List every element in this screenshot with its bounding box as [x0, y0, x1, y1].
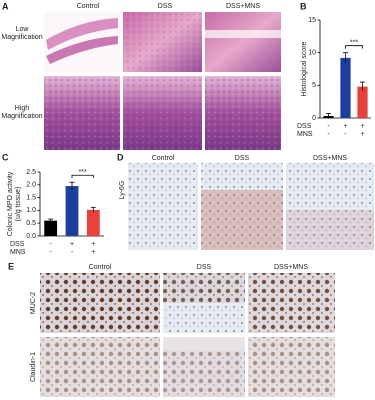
- column-header: DSS+MNS: [226, 3, 260, 10]
- panel-label: D: [117, 152, 124, 162]
- column-header: Control: [77, 3, 100, 10]
- panel-label: B: [300, 1, 307, 11]
- treatment-sign: -: [71, 249, 74, 256]
- y-tick-label: 1.0: [26, 207, 36, 214]
- histology-images: [40, 12, 374, 397]
- treatment-sign: -: [49, 241, 52, 248]
- column-header: DSS: [197, 264, 212, 271]
- treatment-sign: -: [327, 123, 330, 130]
- error-bar: [360, 81, 365, 92]
- treatment-sign: -: [344, 131, 347, 138]
- y-tick-label: 2.5: [26, 169, 36, 176]
- column-header: DSS: [235, 155, 250, 162]
- treatment-sign: -: [327, 131, 330, 138]
- treatment-sign: +: [70, 241, 74, 248]
- error-bar: [90, 206, 96, 213]
- treatment-sign: +: [91, 249, 95, 256]
- y-tick-label: 2.0: [26, 182, 36, 189]
- treatment-name: MNS: [10, 249, 26, 256]
- bar: [86, 209, 100, 236]
- treatment-sign: -: [49, 249, 52, 256]
- column-header: DSS+MNS: [274, 264, 308, 271]
- column-header: Control: [152, 155, 175, 162]
- error-bar: [48, 218, 54, 223]
- significance-bracket: [71, 174, 94, 179]
- panel-label: C: [2, 152, 9, 162]
- y-axis-label: Colonic MPO activity: [7, 171, 14, 236]
- row-label: Claudin-1: [30, 352, 37, 382]
- column-header: DSS+MNS: [313, 155, 347, 162]
- y-axis-label: Histological score: [301, 41, 308, 96]
- bar: [65, 186, 79, 236]
- panel-label: A: [2, 1, 9, 11]
- row-label: Ly-6G: [119, 181, 126, 200]
- treatment-name: DSS: [297, 123, 312, 130]
- bar: [340, 57, 351, 118]
- bar: [44, 220, 58, 236]
- y-tick-label: 1.5: [26, 194, 36, 201]
- significance-bracket: [345, 45, 363, 49]
- treatment-sign: +: [360, 131, 364, 138]
- column-header: DSS: [158, 3, 173, 10]
- treatment-sign: +: [91, 241, 95, 248]
- error-bar: [343, 52, 348, 64]
- row-label: High Magnification: [1, 105, 43, 120]
- y-tick-label: 5: [312, 82, 316, 89]
- treatment-name: DSS: [10, 241, 25, 248]
- y-axis-label: (u/g tissue): [15, 187, 22, 222]
- significance-label: ***: [350, 40, 358, 47]
- row-label: MUC-2: [30, 292, 37, 314]
- panel-label: E: [8, 261, 14, 271]
- y-tick-label: 15: [308, 17, 316, 24]
- y-tick-label: 0.0: [26, 233, 36, 240]
- y-tick-label: 10: [308, 50, 316, 57]
- bar: [357, 86, 368, 118]
- y-tick-label: 0: [312, 115, 316, 122]
- treatment-sign: +: [343, 123, 347, 130]
- significance-label: ***: [79, 169, 87, 176]
- error-bar: [69, 181, 75, 190]
- row-label: Low Magnification: [1, 26, 43, 41]
- column-header: Control: [89, 264, 112, 271]
- treatment-name: MNS: [297, 131, 313, 138]
- treatment-sign: +: [360, 123, 364, 130]
- error-bar: [326, 113, 331, 119]
- y-tick-label: 0.5: [26, 220, 36, 227]
